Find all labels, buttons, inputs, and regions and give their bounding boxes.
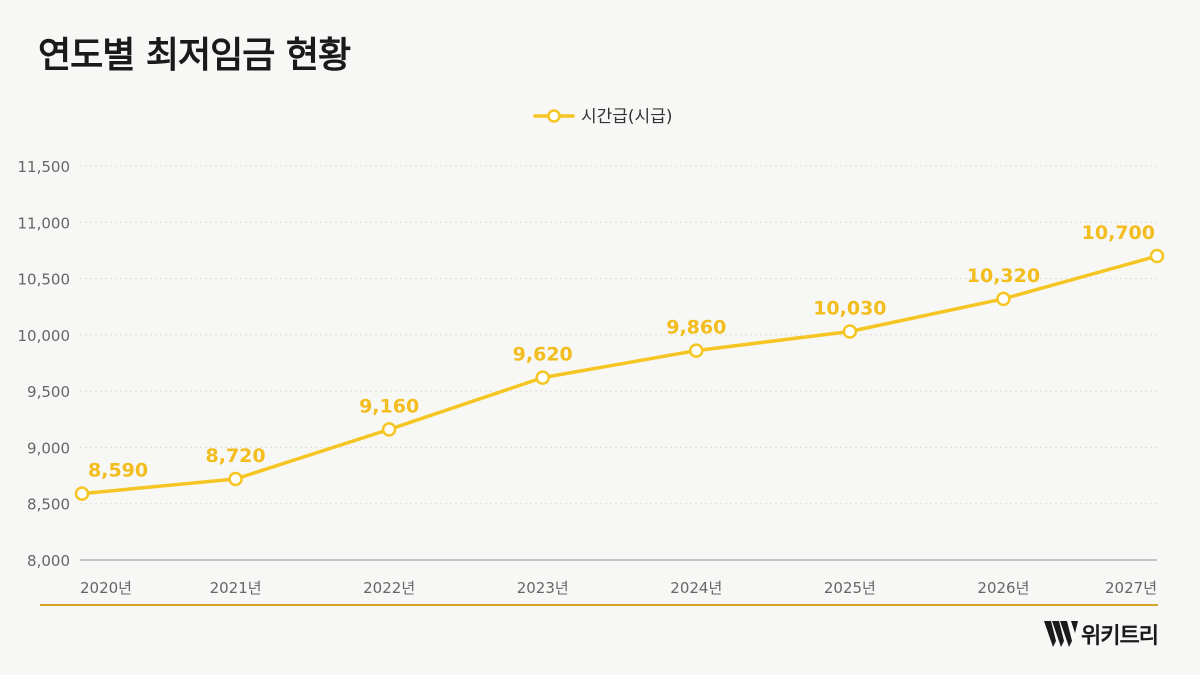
brand: 위키트리: [1044, 618, 1159, 650]
x-tick-label: 2024년: [670, 579, 722, 597]
data-point: [842, 324, 858, 339]
x-tick-label: 2020년: [80, 579, 132, 597]
data-label: 8,720: [206, 445, 266, 467]
y-tick-label: 11,000: [18, 214, 71, 232]
x-tick-label: 2025년: [824, 579, 876, 597]
y-tick-label: 9,000: [27, 439, 70, 457]
data-point: [228, 471, 243, 487]
data-point: [535, 370, 550, 385]
x-tick-label: 2021년: [210, 579, 262, 597]
legend-label: 시간급(시급): [581, 107, 672, 127]
data-label: 9,160: [359, 395, 419, 417]
page-title: 연도별 최저임금 현황: [38, 35, 351, 76]
data-point: [381, 422, 397, 437]
y-tick-label: 10,500: [18, 271, 71, 289]
data-label: 10,320: [967, 265, 1040, 287]
y-tick-label: 10,000: [18, 327, 71, 345]
footer-divider: [40, 604, 1158, 606]
x-tick-label: 2022년: [363, 579, 415, 597]
y-tick-label: 8,500: [27, 496, 70, 514]
series-line: [80, 254, 1159, 496]
y-tick-label: 8,000: [27, 552, 70, 570]
x-tick-label: 2023년: [517, 579, 569, 597]
x-tick-label: 2027년: [1105, 579, 1157, 597]
legend-marker: [547, 109, 561, 123]
data-point: [996, 291, 1011, 307]
data-point: [74, 486, 90, 501]
data-point: [1149, 248, 1165, 264]
data-label: 9,620: [513, 344, 573, 366]
data-label: 9,860: [666, 317, 726, 339]
data-label: 8,590: [88, 460, 148, 482]
x-tick-label: 2026년: [977, 579, 1029, 597]
y-tick-label: 11,500: [18, 158, 71, 176]
brand-name: 위키트리: [1081, 624, 1159, 649]
y-tick-label: 9,500: [27, 383, 70, 401]
wikitree-logo-icon: [1044, 621, 1079, 647]
data-label: 10,700: [1082, 222, 1155, 244]
data-point: [689, 343, 704, 358]
data-label: 10,030: [813, 297, 886, 319]
